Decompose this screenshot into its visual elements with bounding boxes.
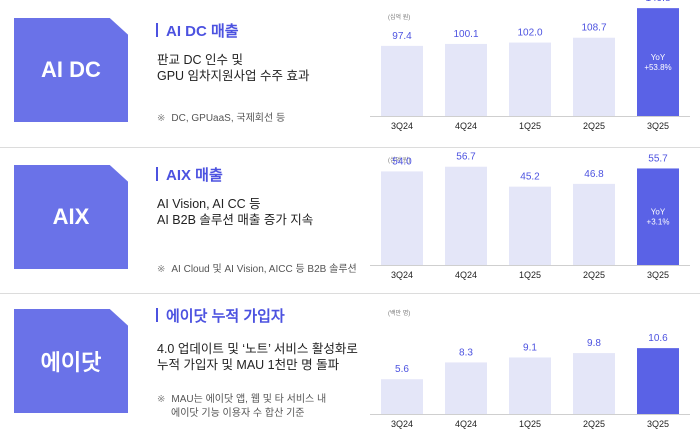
note-mark-icon: ※ bbox=[157, 264, 166, 275]
value-label-3Q25: 55.7 bbox=[648, 153, 668, 164]
adot-title-text: 에이닷 누적 가입자 bbox=[166, 308, 285, 325]
value-label-3Q24: 5.6 bbox=[395, 364, 409, 375]
ai-dc-badge-label: AI DC bbox=[41, 57, 101, 82]
aix-title-text: AIX 매출 bbox=[166, 167, 223, 184]
bar-3Q25 bbox=[637, 8, 679, 117]
value-label-1Q25: 102.0 bbox=[517, 28, 542, 39]
tick-label-4Q24: 4Q24 bbox=[455, 270, 477, 280]
tick-label-1Q25: 1Q25 bbox=[519, 270, 541, 280]
tick-label-3Q24: 3Q24 bbox=[391, 419, 413, 429]
chart-unit-label: (십억 원) bbox=[388, 156, 410, 164]
ai-dc-title-text: AI DC 매출 bbox=[166, 23, 239, 40]
ai-dc-badge: AI DC bbox=[14, 18, 128, 122]
bar-2Q25 bbox=[573, 37, 615, 116]
yoy-value: +53.8% bbox=[644, 63, 671, 72]
value-label-2Q25: 46.8 bbox=[584, 169, 604, 180]
section-ai-dc: AI DC AI DC 매출 판교 DC 인수 및 GPU 임차지원사업 수주 … bbox=[0, 0, 700, 140]
adot-note-line-2: 에이닷 기능 이용자 수 합산 기준 bbox=[171, 408, 305, 419]
yoy-label: YoY bbox=[651, 53, 666, 62]
bar-3Q24 bbox=[381, 379, 423, 414]
tick-label-4Q24: 4Q24 bbox=[455, 121, 477, 131]
tick-label-3Q25: 3Q25 bbox=[647, 270, 669, 280]
tick-label-3Q25: 3Q25 bbox=[647, 121, 669, 131]
adot-title: 에이닷 누적 가입자 bbox=[156, 305, 285, 326]
section-adot: 에이닷 에이닷 누적 가입자 4.0 업데이트 및 ‘노트’ 서비스 활성화로 … bbox=[0, 293, 700, 433]
tick-label-4Q24: 4Q24 bbox=[455, 419, 477, 429]
title-accent-bar bbox=[156, 23, 158, 37]
value-label-2Q25: 108.7 bbox=[581, 23, 606, 34]
value-label-3Q24: 97.4 bbox=[392, 31, 412, 42]
ai-dc-bar-chart: (십억 원) 97.4 3Q24 100.1 4Q24 102.0 1Q25 108.7 2Q2… bbox=[370, 0, 690, 131]
bar-3Q25 bbox=[637, 168, 679, 265]
aix-bar-chart: (십억 원)54.0 3Q24 56.7 4Q24 45.2 1Q25 46.8 2Q25 55… bbox=[370, 152, 690, 280]
value-label-4Q24: 8.3 bbox=[459, 347, 473, 358]
bar-1Q25 bbox=[509, 357, 551, 414]
ai-dc-desc-line-2: GPU 임차지원사업 수주 효과 bbox=[157, 69, 310, 83]
aix-desc-line-1: AI Vision, AI CC 등 bbox=[157, 197, 261, 211]
bar-2Q25 bbox=[573, 183, 615, 265]
bar-1Q25 bbox=[509, 186, 551, 265]
aix-description: AI Vision, AI CC 등 AI B2B 솔루션 매출 증가 지속 bbox=[157, 196, 313, 228]
adot-description: 4.0 업데이트 및 ‘노트’ 서비스 활성화로 누적 가입자 및 MAU 1천… bbox=[157, 341, 358, 373]
adot-note: ※ MAU는 에이닷 앱, 웹 및 타 서비스 내 에이닷 기능 이용자 수 합산… bbox=[157, 393, 326, 421]
aix-desc-line-2: AI B2B 솔루션 매출 증가 지속 bbox=[157, 213, 314, 227]
bar-2Q25 bbox=[573, 353, 615, 414]
section-divider-2 bbox=[0, 293, 700, 294]
ai-dc-desc-line-1: 판교 DC 인수 및 bbox=[157, 53, 243, 67]
aix-badge: AIX bbox=[14, 165, 128, 269]
note-mark-icon: ※ bbox=[157, 394, 166, 405]
bar-4Q24 bbox=[445, 362, 487, 414]
value-label-1Q25: 9.1 bbox=[523, 342, 537, 353]
value-label-4Q24: 56.7 bbox=[456, 152, 476, 163]
aix-badge-label: AIX bbox=[52, 204, 90, 229]
adot-badge-label: 에이닷 bbox=[40, 350, 102, 375]
ai-dc-title: AI DC 매출 bbox=[156, 20, 239, 41]
bar-3Q25 bbox=[637, 348, 679, 414]
tick-label-3Q24: 3Q24 bbox=[391, 270, 413, 280]
value-label-3Q25: 10.6 bbox=[648, 333, 668, 344]
adot-bar-chart: (백만 명) 5.6 3Q24 8.3 4Q24 9.1 1Q25 9.8 2Q25 10.6 3Q… bbox=[370, 309, 690, 429]
note-mark-icon: ※ bbox=[157, 113, 166, 124]
tick-label-2Q25: 2Q25 bbox=[583, 121, 605, 131]
aix-note: ※ AI Cloud 및 AI Vision, AICC 등 B2B 솔루션 bbox=[157, 263, 357, 277]
yoy-label: YoY bbox=[651, 208, 666, 217]
tick-label-1Q25: 1Q25 bbox=[519, 419, 541, 429]
adot-desc-line-2: 누적 가입자 및 MAU 1천만 명 돌파 bbox=[157, 358, 340, 372]
bar-3Q24 bbox=[381, 171, 423, 265]
bar-3Q24 bbox=[381, 45, 423, 116]
aix-title: AIX 매출 bbox=[156, 164, 223, 185]
ai-dc-note-line-1: DC, GPUaaS, 국제회선 등 bbox=[171, 113, 286, 124]
bar-4Q24 bbox=[445, 166, 487, 265]
title-accent-bar bbox=[156, 167, 158, 181]
value-label-3Q25: 149.8 bbox=[645, 0, 670, 4]
adot-badge: 에이닷 bbox=[14, 309, 128, 413]
tick-label-2Q25: 2Q25 bbox=[583, 419, 605, 429]
adot-note-line-1: MAU는 에이닷 앱, 웹 및 타 서비스 내 bbox=[171, 394, 327, 405]
value-label-3Q24: 54.0 bbox=[392, 156, 412, 167]
value-label-4Q24: 100.1 bbox=[453, 29, 478, 40]
chart-unit-label: (십억 원) bbox=[388, 13, 410, 21]
title-accent-bar bbox=[156, 308, 158, 322]
bar-4Q24 bbox=[445, 43, 487, 116]
ai-dc-description: 판교 DC 인수 및 GPU 임차지원사업 수주 효과 bbox=[157, 52, 310, 84]
tick-label-3Q25: 3Q25 bbox=[647, 419, 669, 429]
adot-desc-line-1: 4.0 업데이트 및 ‘노트’ 서비스 활성화로 bbox=[157, 342, 358, 356]
aix-note-line-1: AI Cloud 및 AI Vision, AICC 등 B2B 솔루션 bbox=[171, 264, 357, 275]
value-label-1Q25: 45.2 bbox=[520, 172, 540, 183]
chart-unit-label: (백만 명) bbox=[388, 309, 410, 317]
ai-dc-note: ※ DC, GPUaaS, 국제회선 등 bbox=[157, 112, 285, 126]
yoy-value: +3.1% bbox=[647, 218, 670, 227]
tick-label-2Q25: 2Q25 bbox=[583, 270, 605, 280]
tick-label-1Q25: 1Q25 bbox=[519, 121, 541, 131]
tick-label-3Q24: 3Q24 bbox=[391, 121, 413, 131]
bar-1Q25 bbox=[509, 42, 551, 117]
section-aix: AIX AIX 매출 AI Vision, AI CC 등 AI B2B 솔루션… bbox=[0, 147, 700, 287]
value-label-2Q25: 9.8 bbox=[587, 338, 601, 349]
section-divider-1 bbox=[0, 147, 700, 148]
